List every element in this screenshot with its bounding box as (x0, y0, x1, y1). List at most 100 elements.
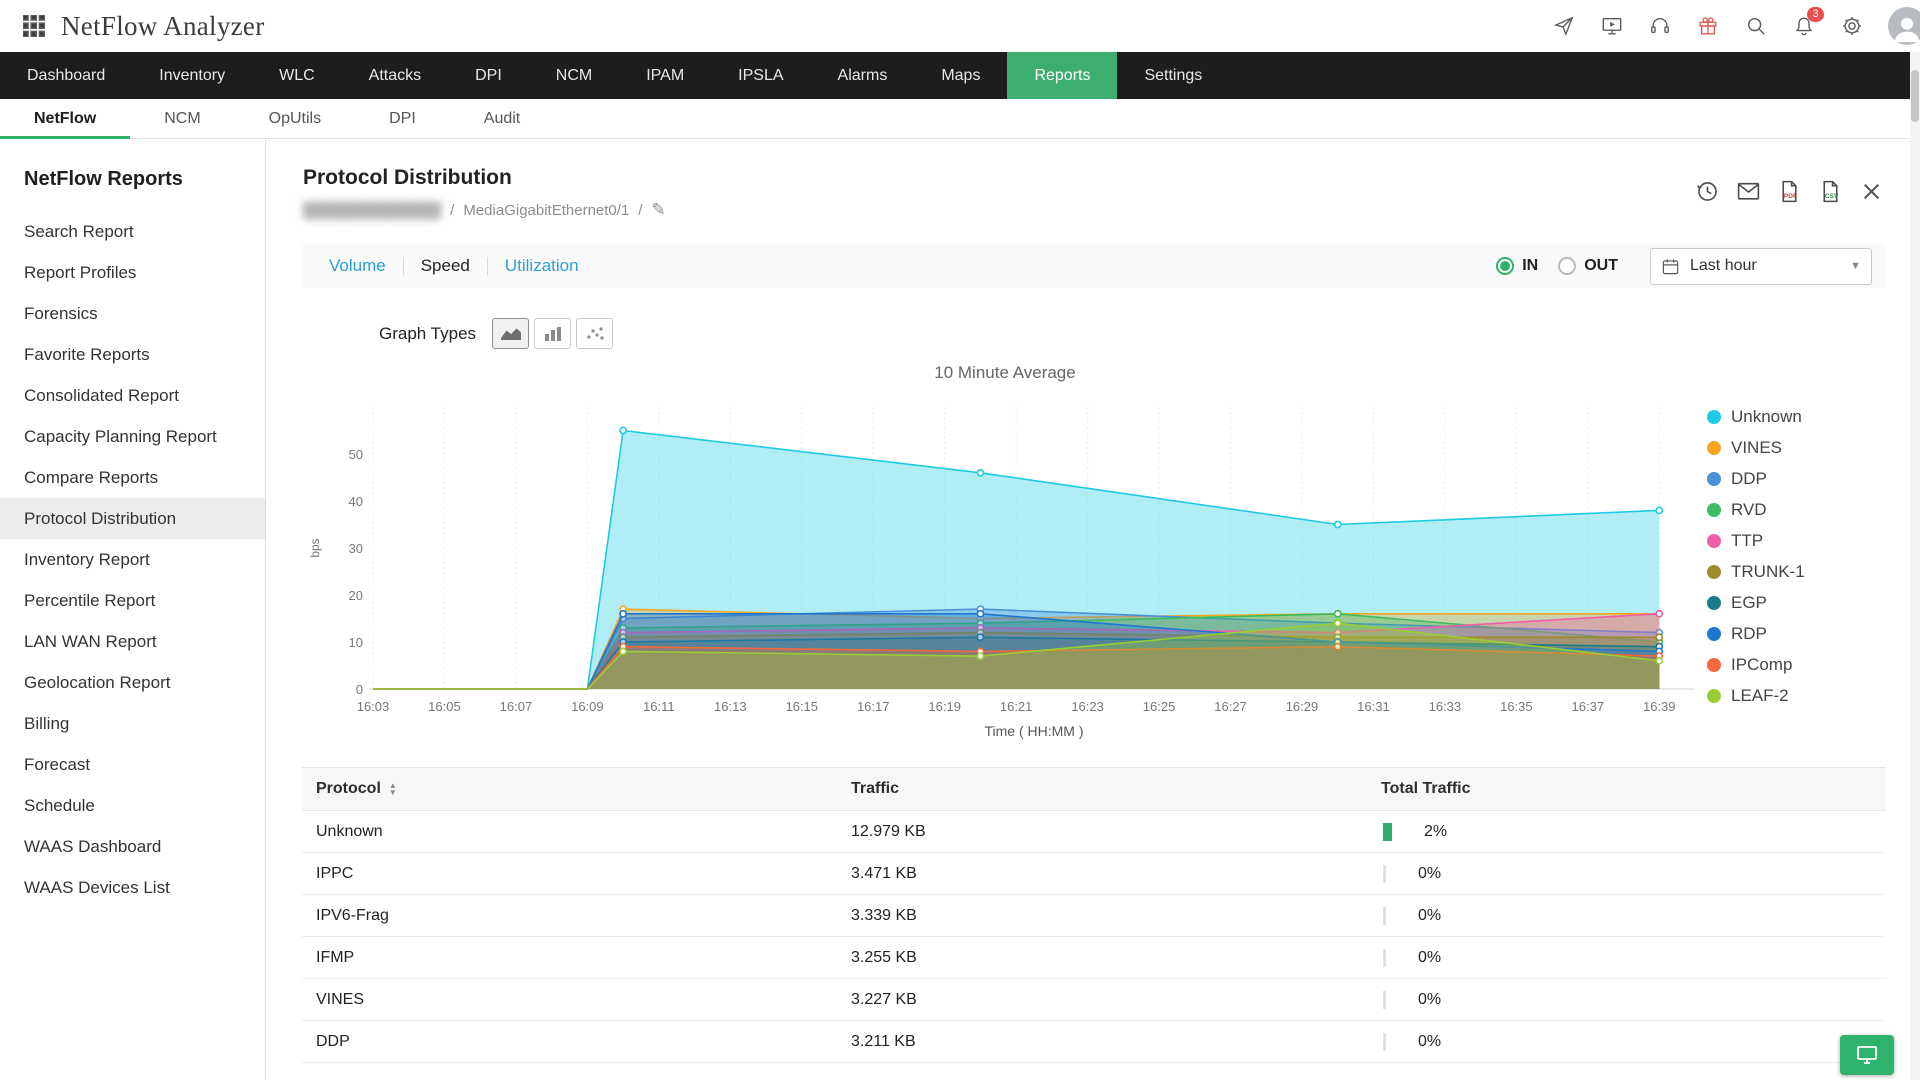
email-report-icon[interactable] (1735, 178, 1761, 204)
sidebar-item-capacity-planning-report[interactable]: Capacity Planning Report (24, 426, 217, 446)
legend-item-rdp[interactable]: RDP (1707, 618, 1805, 649)
sidebar-item-lan-wan-report[interactable]: LAN WAN Report (24, 631, 157, 651)
total-traffic-header-label: Total Traffic (1381, 780, 1471, 797)
graph-type-bar-button[interactable] (534, 318, 572, 349)
sidebar-item-waas-devices-list[interactable]: WAAS Devices List (24, 877, 170, 897)
svg-text:40: 40 (349, 494, 363, 509)
table-row-vines[interactable]: VINES 3.227 KB 0% (302, 979, 1886, 1021)
graph-type-area-button[interactable] (492, 318, 530, 349)
sidebar-item-schedule[interactable]: Schedule (24, 795, 95, 815)
report-tabs: Volume Speed Utilization (312, 256, 596, 276)
sidebar-item-protocol-distribution[interactable]: Protocol Distribution (0, 498, 265, 539)
radio-out[interactable] (1558, 257, 1577, 275)
schedule-history-icon[interactable] (1694, 178, 1720, 204)
table-row-ippc[interactable]: IPPC 3.471 KB 0% (302, 853, 1886, 895)
svg-text:Time ( HH:MM ): Time ( HH:MM ) (984, 723, 1083, 739)
tab-utilization[interactable]: Utilization (504, 256, 579, 275)
subnav-item-dpi[interactable]: DPI (389, 109, 416, 127)
percent-text: 2% (1424, 822, 1448, 840)
settings-gear-icon[interactable] (1840, 15, 1863, 38)
report-actions: PDF CSV (1694, 178, 1884, 204)
subnav-item-audit[interactable]: Audit (483, 109, 521, 127)
legend-item-ipcomp[interactable]: IPComp (1707, 649, 1805, 680)
legend-dot (1707, 409, 1721, 424)
cell-total-traffic: 0% (1381, 948, 1886, 967)
support-headset-icon[interactable] (1648, 15, 1671, 38)
topbar: NetFlow Analyzer 3 (0, 0, 1920, 52)
report-widget-fab[interactable] (1840, 1035, 1894, 1075)
legend-item-ddp[interactable]: DDP (1707, 463, 1805, 494)
app-launcher-grid-icon[interactable] (22, 15, 45, 38)
notifications-bell-icon[interactable]: 3 (1792, 6, 1824, 38)
nav-item-attacks[interactable]: Attacks (368, 66, 422, 84)
page-scrollbar-track[interactable] (1910, 52, 1920, 1080)
nav-item-ipam[interactable]: IPAM (646, 66, 685, 84)
sidebar-item-consolidated-report[interactable]: Consolidated Report (24, 385, 179, 405)
svg-text:10: 10 (349, 635, 363, 650)
nav-item-ipsla[interactable]: IPSLA (738, 66, 784, 84)
nav-item-alarms[interactable]: Alarms (837, 66, 888, 84)
table-row-ipv6-frag[interactable]: IPV6-Frag 3.339 KB 0% (302, 895, 1886, 937)
sidebar-item-geolocation-report[interactable]: Geolocation Report (24, 672, 171, 692)
legend-label: VINES (1731, 437, 1783, 457)
table-header-protocol[interactable]: Protocol ▲ ▼ (302, 780, 851, 798)
user-avatar[interactable] (1888, 7, 1920, 45)
legend-item-egp[interactable]: EGP (1707, 587, 1805, 618)
svg-text:16:37: 16:37 (1572, 699, 1605, 714)
table-row-ifmp[interactable]: IFMP 3.255 KB 0% (302, 937, 1886, 979)
nav-item-dpi[interactable]: DPI (475, 66, 502, 84)
time-range-value: Last hour (1690, 257, 1757, 274)
legend-item-leaf-2[interactable]: LEAF-2 (1707, 680, 1805, 711)
sort-icon[interactable]: ▲ ▼ (388, 781, 397, 797)
percent-text: 0% (1418, 864, 1442, 882)
close-report-icon[interactable] (1858, 178, 1884, 204)
table-row-ddp[interactable]: DDP 3.211 KB 0% (302, 1021, 1886, 1063)
sidebar-item-forensics[interactable]: Forensics (24, 303, 98, 323)
table-row-unknown[interactable]: Unknown 12.979 KB 2% (302, 811, 1886, 853)
sidebar-item-billing[interactable]: Billing (24, 713, 70, 733)
nav-item-reports[interactable]: Reports (1007, 52, 1118, 99)
search-icon[interactable] (1744, 15, 1767, 38)
sidebar-item-inventory-report[interactable]: Inventory Report (24, 549, 150, 569)
legend-item-vines[interactable]: VINES (1707, 432, 1805, 463)
nav-item-dashboard[interactable]: Dashboard (27, 66, 106, 84)
demo-video-icon[interactable] (1600, 15, 1623, 38)
nav-item-settings[interactable]: Settings (1144, 66, 1203, 84)
legend-dot (1707, 440, 1721, 455)
nav-item-maps[interactable]: Maps (941, 66, 981, 84)
legend-item-unknown[interactable]: Unknown (1707, 401, 1805, 432)
sidebar-item-forecast[interactable]: Forecast (24, 754, 91, 774)
whats-new-gift-icon[interactable] (1696, 15, 1719, 38)
sidebar-item-search-report[interactable]: Search Report (24, 221, 134, 241)
subnav-item-oputils[interactable]: OpUtils (268, 109, 322, 127)
page-scrollbar-thumb[interactable] (1911, 70, 1919, 122)
getting-started-icon[interactable] (1552, 15, 1575, 38)
nav-item-wlc[interactable]: WLC (279, 66, 315, 84)
sidebar-item-compare-reports[interactable]: Compare Reports (24, 467, 159, 487)
svg-text:16:25: 16:25 (1143, 699, 1176, 714)
nav-item-inventory[interactable]: Inventory (159, 66, 226, 84)
edit-pencil-icon[interactable]: ✎ (651, 200, 666, 219)
subnav-item-ncm[interactable]: NCM (164, 109, 201, 127)
sidebar-item-favorite-reports[interactable]: Favorite Reports (24, 344, 150, 364)
svg-text:30: 30 (349, 541, 363, 556)
tab-volume[interactable]: Volume (329, 256, 386, 275)
export-pdf-icon[interactable]: PDF (1776, 178, 1802, 204)
nav-item-ncm[interactable]: NCM (555, 66, 593, 84)
sidebar-item-waas-dashboard[interactable]: WAAS Dashboard (24, 836, 162, 856)
breadcrumb: █████████████ / MediaGigabitEthernet0/1 … (303, 200, 666, 220)
sidebar-item-percentile-report[interactable]: Percentile Report (24, 590, 156, 610)
legend-label: DDP (1731, 468, 1767, 488)
tab-separator (486, 257, 488, 275)
sidebar-item-report-profiles[interactable]: Report Profiles (24, 262, 137, 282)
graph-type-scatter-button[interactable] (576, 318, 614, 349)
legend-item-ttp[interactable]: TTP (1707, 525, 1805, 556)
legend-item-trunk-1[interactable]: TRUNK-1 (1707, 556, 1805, 587)
legend-label: RVD (1731, 499, 1767, 519)
subnav-item-netflow[interactable]: NetFlow (0, 99, 131, 139)
legend-item-rvd[interactable]: RVD (1707, 494, 1805, 525)
tab-speed[interactable]: Speed (420, 256, 470, 275)
radio-in[interactable] (1496, 257, 1515, 275)
time-range-dropdown[interactable]: Last hour ▼ (1650, 247, 1872, 285)
export-csv-icon[interactable]: CSV (1817, 178, 1843, 204)
